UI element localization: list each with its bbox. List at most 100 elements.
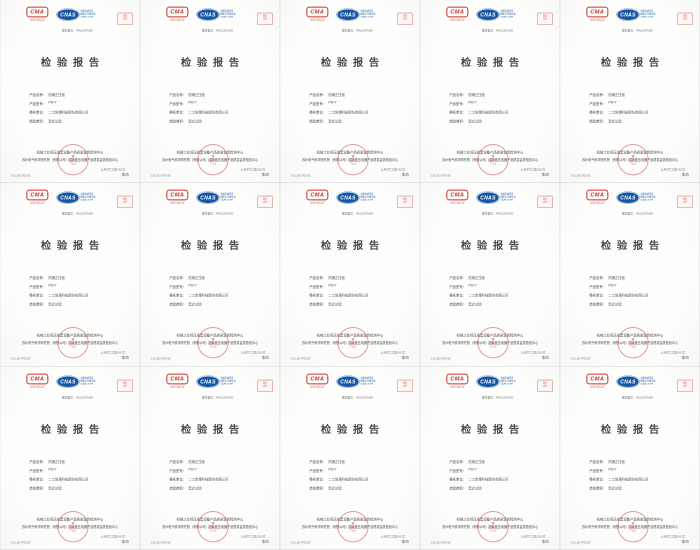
field-label: 产品型号： bbox=[589, 468, 606, 473]
field-label: 产品名称： bbox=[589, 459, 606, 464]
cma-subtext: 中国计量认证 bbox=[449, 202, 465, 205]
cnas-caption: 中国合格评定 国家认可委员会 CNAS L1999 bbox=[220, 376, 235, 385]
report-page-thumbnail[interactable]: CMA 中国计量认证 CNAS 中国合格评定 国家认可委员会 CNAS L199… bbox=[420, 0, 560, 184]
cnas-caption-line3: CNAS L1999 bbox=[80, 15, 93, 18]
report-page-thumbnail[interactable]: CMA 中国计量认证 CNAS 中国合格评定 国家认可委员会 CNAS L199… bbox=[280, 183, 420, 367]
field-value: 防爆正压柜 bbox=[328, 93, 345, 97]
controlled-stamp-line2: 文件 bbox=[402, 384, 408, 387]
field-product-model: 产品型号： PW-T bbox=[169, 284, 228, 289]
report-page-thumbnail[interactable]: CMA 中国计量认证 CNAS 中国合格评定 国家认可委员会 CNAS L199… bbox=[0, 366, 140, 550]
cnas-caption-line2: 国家认可委员会 bbox=[360, 195, 376, 199]
cnas-logo-icon: CNAS 中国合格评定 国家认可委员会 CNAS L1999 bbox=[57, 9, 95, 20]
footer-page-number: 第1页 bbox=[401, 356, 409, 360]
controlled-document-stamp-icon: 受控 文件 bbox=[677, 195, 693, 209]
cnas-caption-line3: CNAS L1999 bbox=[640, 15, 653, 18]
footer-address: 上海市军工路1000号 bbox=[520, 534, 546, 538]
report-page-thumbnail[interactable]: CMA 中国计量认证 CNAS 中国合格评定 国家认可委员会 CNAS L199… bbox=[140, 183, 280, 367]
report-number: 报告编号：PD21307269 bbox=[201, 212, 233, 216]
testing-center-line1: 机械工业低压成套设备产品质量监督检测中心 bbox=[176, 150, 244, 155]
field-label: 产品型号： bbox=[449, 468, 466, 473]
cnas-caption-line1: 中国合格评定 bbox=[220, 9, 234, 12]
report-page-thumbnail[interactable]: CMA 中国计量认证 CNAS 中国合格评定 国家认可委员会 CNAS L199… bbox=[420, 183, 560, 367]
report-page-thumbnail[interactable]: CMA 中国计量认证 CNAS 中国合格评定 国家认可委员会 CNAS L199… bbox=[420, 366, 560, 550]
field-label: 检验类别： bbox=[169, 119, 186, 124]
field-product-model: 产品型号： PW-T bbox=[589, 284, 648, 289]
field-value: PW-T bbox=[48, 100, 57, 105]
report-number: 报告编号：PD21307269 bbox=[621, 28, 653, 32]
report-title: 检验报告 bbox=[320, 423, 385, 435]
field-value: 防爆正压柜 bbox=[468, 276, 485, 281]
report-page-thumbnail[interactable]: CMA 中国计量认证 CNAS 中国合格评定 国家认可委员会 CNAS L199… bbox=[140, 366, 280, 550]
testing-center-line2: 苏州电气科学研究院（有限公司）国家低压电器产品质量监督检验中心 bbox=[441, 341, 539, 346]
report-page-thumbnail[interactable]: CMA 中国计量认证 CNAS 中国合格评定 国家认可委员会 CNAS L199… bbox=[0, 183, 140, 367]
field-value: 二工防爆科技股份有限公司 bbox=[188, 294, 229, 298]
cnas-caption-line3: CNAS L1999 bbox=[220, 382, 233, 385]
field-label: 产品型号： bbox=[589, 285, 606, 290]
controlled-stamp-line2: 文件 bbox=[542, 384, 548, 387]
seal-text-line2: 专用章 bbox=[69, 162, 77, 165]
cnas-caption-line2: 国家认可委员会 bbox=[220, 379, 236, 382]
cnas-caption-line3: CNAS L1999 bbox=[500, 15, 513, 18]
report-page-thumbnail[interactable]: CMA 中国计量认证 CNAS 中国合格评定 国家认可委员会 CNAS L199… bbox=[560, 0, 700, 184]
field-label: 产品型号： bbox=[169, 285, 186, 290]
report-page-thumbnail[interactable]: CMA 中国计量认证 CNAS 中国合格评定 国家认可委员会 CNAS L199… bbox=[560, 183, 700, 367]
field-value: 型式试验 bbox=[48, 486, 62, 491]
report-page-thumbnail[interactable]: CMA 中国计量认证 CNAS 中国合格评定 国家认可委员会 CNAS L199… bbox=[280, 366, 420, 550]
field-label: 委托单位： bbox=[169, 477, 186, 482]
field-value: 防爆正压柜 bbox=[188, 93, 205, 97]
seal-text-line2: 专用章 bbox=[69, 345, 77, 349]
cnas-caption: 中国合格评定 国家认可委员会 CNAS L1999 bbox=[640, 9, 655, 18]
field-product-name: 产品名称： 防爆正压柜 bbox=[449, 275, 508, 281]
field-test-category: 检验类别： 型式试验 bbox=[309, 302, 368, 307]
cnas-caption-line3: CNAS L1999 bbox=[360, 198, 373, 202]
cma-subtext: 中国计量认证 bbox=[309, 385, 325, 388]
field-product-model: 产品型号： PW-T bbox=[449, 284, 508, 289]
report-fields: 产品名称： 防爆正压柜 产品型号： PW-T 委托单位： 二工防爆科技股份有限公… bbox=[449, 459, 508, 494]
field-value: 二工防爆科技股份有限公司 bbox=[468, 477, 509, 482]
footer-address: 上海市军工路1000号 bbox=[520, 351, 546, 355]
field-product-model: 产品型号： PW-T bbox=[169, 467, 228, 472]
field-product-model: 产品型号： PW-T bbox=[29, 467, 88, 472]
report-fields: 产品名称： 防爆正压柜 产品型号： PW-T 委托单位： 二工防爆科技股份有限公… bbox=[29, 275, 88, 310]
testing-center-line2: 苏州电气科学研究院（有限公司）国家低压电器产品质量监督检验中心 bbox=[581, 341, 679, 346]
cma-logo-icon: CMA 中国计量认证 bbox=[25, 6, 49, 22]
cnas-logo-icon: CNAS 中国合格评定 国家认可委员会 CNAS L1999 bbox=[197, 375, 235, 387]
report-page: CMA 中国计量认证 CNAS 中国合格评定 国家认可委员会 CNAS L199… bbox=[0, 0, 140, 184]
field-label: 委托单位： bbox=[29, 294, 46, 298]
footer-address: 上海市军工路1000号 bbox=[240, 167, 266, 171]
footer-address: 上海市军工路1000号 bbox=[380, 167, 406, 171]
cma-subtext: 中国计量认证 bbox=[169, 385, 185, 388]
report-page-thumbnail[interactable]: CMA 中国计量认证 CNAS 中国合格评定 国家认可委员会 CNAS L199… bbox=[280, 0, 420, 184]
field-label: 产品型号： bbox=[309, 468, 326, 473]
controlled-stamp-line1: 受控 bbox=[262, 197, 268, 201]
report-page-thumbnail[interactable]: CMA 中国计量认证 CNAS 中国合格评定 国家认可委员会 CNAS L199… bbox=[560, 366, 700, 550]
field-test-category: 检验类别： 型式试验 bbox=[169, 302, 228, 307]
footer-address: 上海市军工路1000号 bbox=[660, 167, 686, 171]
field-label: 产品型号： bbox=[449, 102, 466, 106]
field-label: 产品名称： bbox=[309, 459, 326, 464]
field-value: 二工防爆科技股份有限公司 bbox=[328, 110, 369, 115]
field-label: 委托单位： bbox=[449, 477, 466, 482]
report-title: 检验报告 bbox=[600, 239, 665, 252]
report-page-thumbnail[interactable]: CMA 中国计量认证 CNAS 中国合格评定 国家认可委员会 CNAS L199… bbox=[140, 0, 280, 184]
report-number: 报告编号：PD21307269 bbox=[201, 28, 233, 32]
seal-text-line2: 专用章 bbox=[209, 345, 217, 349]
cnas-caption-line1: 中国合格评定 bbox=[220, 192, 234, 196]
cnas-caption-line1: 中国合格评定 bbox=[80, 192, 94, 196]
seal-text-line2: 专用章 bbox=[629, 345, 637, 349]
cnas-logo-icon: CNAS 中国合格评定 国家认可委员会 CNAS L1999 bbox=[617, 375, 655, 387]
controlled-document-stamp-icon: 受控 文件 bbox=[537, 379, 553, 392]
field-test-category: 检验类别： 型式试验 bbox=[449, 302, 508, 307]
cma-subtext: 中国计量认证 bbox=[29, 385, 45, 388]
field-client-unit: 委托单位： 二工防爆科技股份有限公司 bbox=[449, 293, 508, 298]
field-value: 二工防爆科技股份有限公司 bbox=[328, 294, 369, 298]
cnas-mark: CNAS bbox=[197, 375, 219, 387]
field-label: 委托单位： bbox=[589, 110, 606, 115]
report-page-thumbnail[interactable]: CMA 中国计量认证 CNAS 中国合格评定 国家认可委员会 CNAS L199… bbox=[0, 0, 140, 184]
report-number: 报告编号：PD21307269 bbox=[61, 212, 93, 216]
footer-date: 2021年07月26日 bbox=[570, 357, 591, 361]
cma-subtext: 中国计量认证 bbox=[169, 18, 185, 22]
cma-mark: CMA bbox=[586, 6, 609, 18]
cma-subtext: 中国计量认证 bbox=[169, 202, 185, 205]
